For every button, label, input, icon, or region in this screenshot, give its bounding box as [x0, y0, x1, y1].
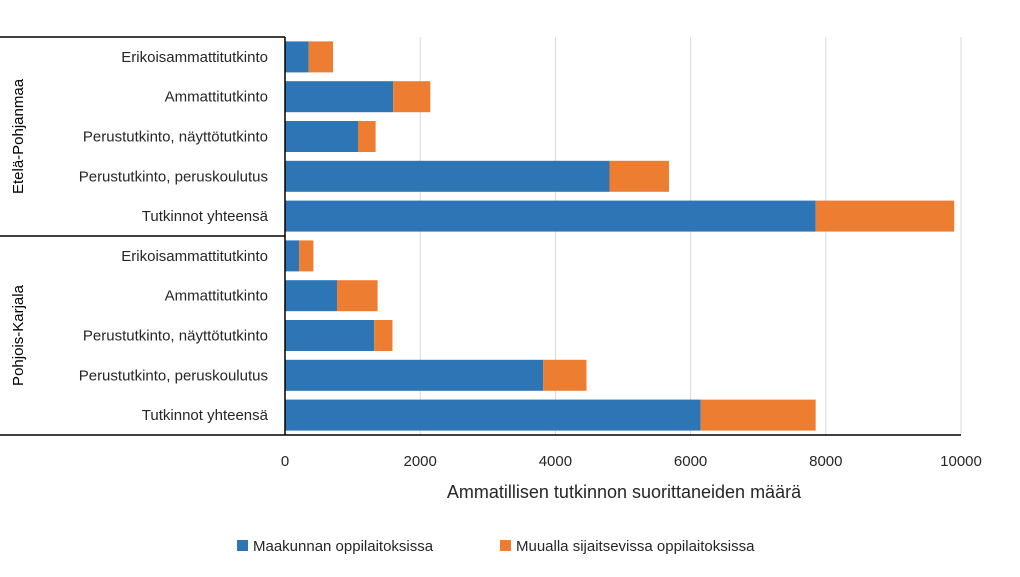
- bar-maakunnan: [285, 399, 701, 431]
- legend-swatch: [500, 540, 511, 551]
- bar-muualla: [308, 41, 333, 73]
- bar-muualla: [393, 81, 431, 113]
- x-tick-label: 10000: [940, 453, 982, 470]
- bar-maakunnan: [285, 359, 544, 391]
- x-tick-label: 2000: [404, 453, 437, 470]
- category-label: Perustutkinto, peruskoulutus: [79, 168, 268, 185]
- category-label: Perustutkinto, peruskoulutus: [79, 367, 268, 384]
- bar-maakunnan: [285, 81, 394, 113]
- group-label: Etelä-Pohjanmaa: [10, 78, 27, 194]
- category-label: Ammattitutkinto: [165, 288, 268, 305]
- category-frame: [0, 36, 961, 436]
- group-label: Pohjois-Karjala: [10, 284, 27, 386]
- x-tick-label: 8000: [809, 453, 842, 470]
- category-label: Tutkinnot yhteensä: [142, 208, 269, 225]
- bars: [285, 41, 955, 431]
- bar-maakunnan: [285, 41, 309, 73]
- bar-maakunnan: [285, 280, 338, 312]
- bar-muualla: [815, 200, 955, 232]
- category-labels: Erikoisammattitutkinto Ammattitutkinto Per…: [79, 49, 269, 424]
- group-labels: Etelä-Pohjanmaa Pohjois-Karjala: [10, 78, 27, 386]
- bar-muualla: [609, 160, 669, 192]
- bar-maakunnan: [285, 160, 610, 192]
- bar-muualla: [358, 121, 376, 152]
- bar-muualla: [374, 320, 393, 351]
- x-axis-title: Ammatillisen tutkinnon suorittaneiden mä…: [447, 482, 802, 502]
- category-label: Ammattitutkinto: [165, 89, 268, 106]
- x-tick-label: 4000: [539, 453, 572, 470]
- bar-maakunnan: [285, 200, 816, 232]
- category-label: Tutkinnot yhteensä: [142, 407, 269, 424]
- bar-muualla: [299, 240, 314, 272]
- category-label: Erikoisammattitutkinto: [121, 49, 268, 66]
- bar-muualla: [543, 359, 587, 391]
- category-label: Perustutkinto, näyttötutkinto: [83, 328, 268, 345]
- legend-swatch: [237, 540, 248, 551]
- bar-muualla: [700, 399, 816, 431]
- legend-label: Muualla sijaitsevissa oppilaitoksissa: [516, 538, 755, 555]
- bar-maakunnan: [285, 320, 375, 351]
- bar-maakunnan: [285, 240, 300, 272]
- x-tick-label: 6000: [674, 453, 707, 470]
- legend-label: Maakunnan oppilaitoksissa: [253, 538, 434, 555]
- bar-maakunnan: [285, 121, 359, 152]
- x-tick-labels: 0 2000 4000 6000 8000 10000: [281, 453, 982, 470]
- legend: Maakunnan oppilaitoksissa Muualla sijaits…: [237, 538, 755, 555]
- category-label: Erikoisammattitutkinto: [121, 248, 268, 265]
- x-tick-label: 0: [281, 453, 289, 470]
- bar-muualla: [337, 280, 378, 312]
- category-label: Perustutkinto, näyttötutkinto: [83, 129, 268, 146]
